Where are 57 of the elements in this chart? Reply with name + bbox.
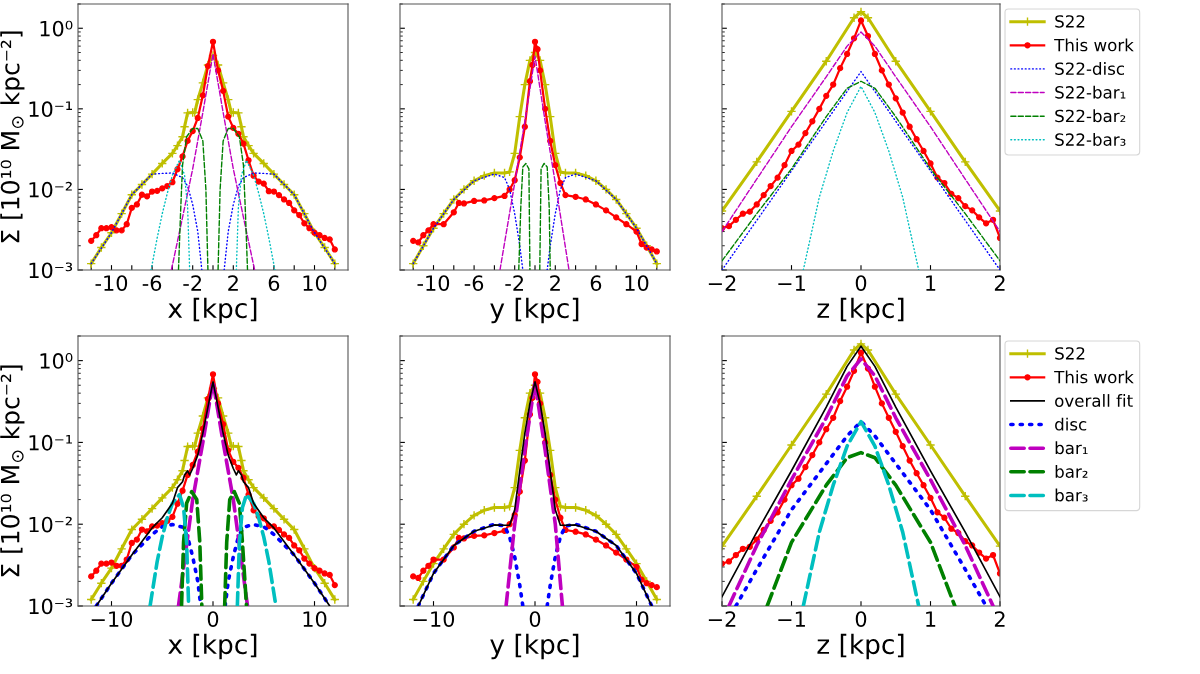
x-tick-label: 6 [590, 275, 602, 291]
x-tick-label: 6 [268, 275, 280, 291]
legend-label: bar₁ [1055, 441, 1088, 455]
x-tick-label: -10 [417, 275, 450, 291]
y-axis-title: Σ [10¹⁰ M$_{⊙}$ kpc⁻²] [0, 31, 25, 243]
x-tick-label: 10 [625, 275, 649, 291]
x-tick-label: 0 [855, 611, 867, 627]
legend-label: S22-bar₁ [1055, 85, 1126, 99]
y-tick-label: 10⁻³ [29, 262, 73, 279]
legend-label: disc [1055, 417, 1087, 431]
x-tick-label: −1 [778, 611, 805, 627]
x-axis-title: z [kpc] [817, 297, 904, 324]
legend-label: S22-bar₃ [1055, 132, 1126, 146]
x-tick-label: 1 [926, 611, 936, 627]
x-tick-label: 0 [855, 275, 867, 291]
legend-label: S22 [1055, 347, 1085, 360]
y-axis-title: Σ [10¹⁰ M$_{⊙}$ kpc⁻²] [0, 365, 25, 577]
x-tick-label: -6 [142, 275, 162, 291]
y-tick-label: 10⁰ [40, 353, 73, 369]
x-tick-label: 2 [228, 275, 238, 291]
y-tick-label: 10⁻¹ [29, 434, 72, 451]
x-axis-title: x [kpc] [168, 633, 257, 660]
x-tick-label: 10 [303, 275, 327, 291]
x-tick-label: 2 [994, 275, 1005, 291]
x-tick-label: -2 [183, 275, 201, 291]
y-tick-label: 10⁻¹ [29, 101, 72, 118]
x-tick-label: 10 [303, 611, 327, 627]
x-axis-title: z [kpc] [817, 633, 904, 660]
legend-label: bar₂ [1055, 464, 1088, 478]
legend-label: bar₃ [1055, 488, 1088, 502]
x-tick-label: 2 [550, 275, 560, 291]
x-tick-label: −2 [708, 611, 736, 627]
x-axis-title: y [kpc] [490, 633, 579, 660]
y-tick-label: 10⁻² [29, 516, 72, 533]
x-tick-label: -6 [464, 275, 484, 291]
x-tick-label: −2 [708, 275, 736, 291]
x-tick-label: −10 [91, 611, 133, 627]
x-tick-label: 0 [529, 611, 541, 627]
legend-label: S22-bar₂ [1055, 109, 1126, 123]
x-tick-label: 1 [926, 275, 936, 291]
y-tick-label: 10⁻² [29, 181, 72, 198]
x-axis-title: y [kpc] [490, 297, 579, 324]
x-tick-label: −1 [778, 275, 805, 291]
x-tick-label: -2 [505, 275, 523, 291]
x-tick-label: 10 [625, 611, 649, 627]
legend-label: S22 [1055, 15, 1085, 28]
x-tick-label: 2 [994, 611, 1005, 627]
x-tick-label: 0 [207, 611, 219, 627]
x-axis-title: x [kpc] [168, 297, 257, 324]
legend-label: overall fit [1055, 394, 1133, 407]
legend-label: This work [1054, 370, 1134, 384]
y-tick-label: 10⁰ [40, 20, 73, 37]
x-tick-label: −10 [413, 611, 455, 627]
x-tick-label: -10 [95, 275, 128, 291]
y-tick-label: 10⁻³ [29, 598, 73, 615]
legend-label: This work [1054, 38, 1134, 52]
legend-label: S22-disc [1055, 62, 1124, 75]
